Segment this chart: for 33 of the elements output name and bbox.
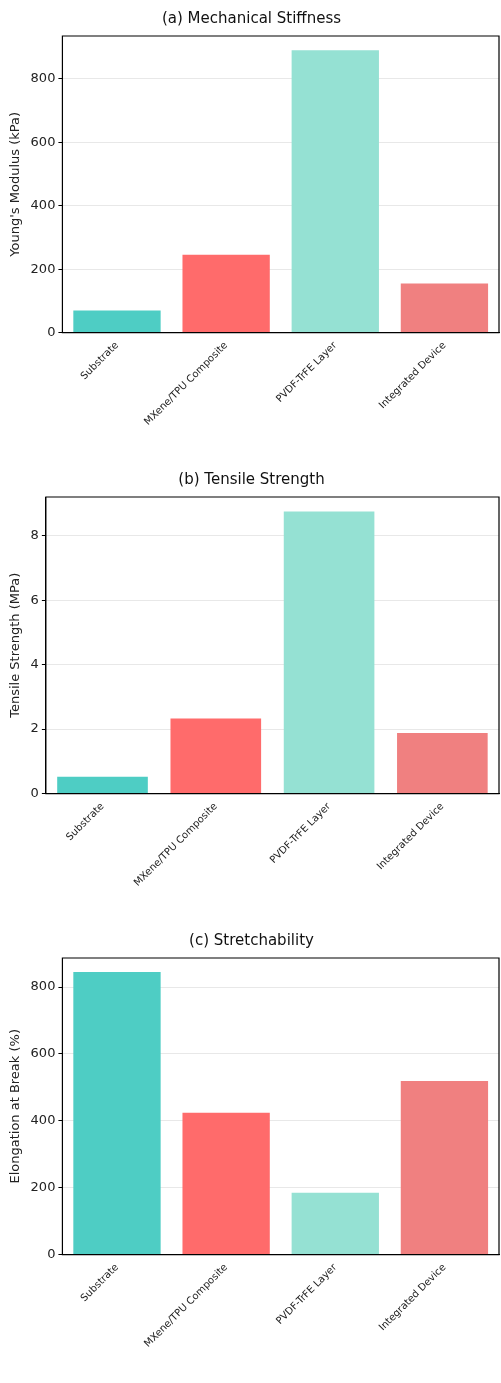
chart-title: (c) Stretchability [189,930,315,949]
bar [170,718,262,794]
y-tick-label: 0 [47,1245,56,1261]
y-tick-label: 400 [30,197,56,213]
y-axis-title: Tensile Strength (MPa) [7,572,23,719]
bar [73,972,161,1255]
bar [182,1112,270,1255]
bar [182,254,270,333]
y-tick-label: 200 [30,1179,56,1195]
bar [73,310,161,333]
bar [291,50,379,333]
bar [400,283,489,333]
y-tick-label: 2 [30,720,39,736]
y-tick-label: 800 [30,70,56,86]
y-tick-label: 6 [30,591,39,607]
bar [291,1192,379,1255]
bar [57,776,148,794]
y-tick-label: 4 [30,656,39,672]
y-axis-title: Elongation at Break (%) [7,1029,23,1184]
y-tick-label: 800 [30,978,56,994]
y-axis-title: Young's Modulus (kPa) [7,111,23,258]
y-tick-label: 8 [30,527,39,543]
y-tick-label: 600 [30,133,56,149]
y-tick-label: 0 [47,323,56,339]
chart-title: (b) Tensile Strength [178,469,325,488]
y-tick-label: 200 [30,260,56,276]
y-tick-label: 400 [30,1112,56,1128]
bar [400,1081,489,1255]
bar [397,732,488,794]
chart-title: (a) Mechanical Stiffness [161,8,342,27]
bar [283,511,375,794]
y-tick-label: 600 [30,1045,56,1061]
y-tick-label: 0 [30,784,39,800]
